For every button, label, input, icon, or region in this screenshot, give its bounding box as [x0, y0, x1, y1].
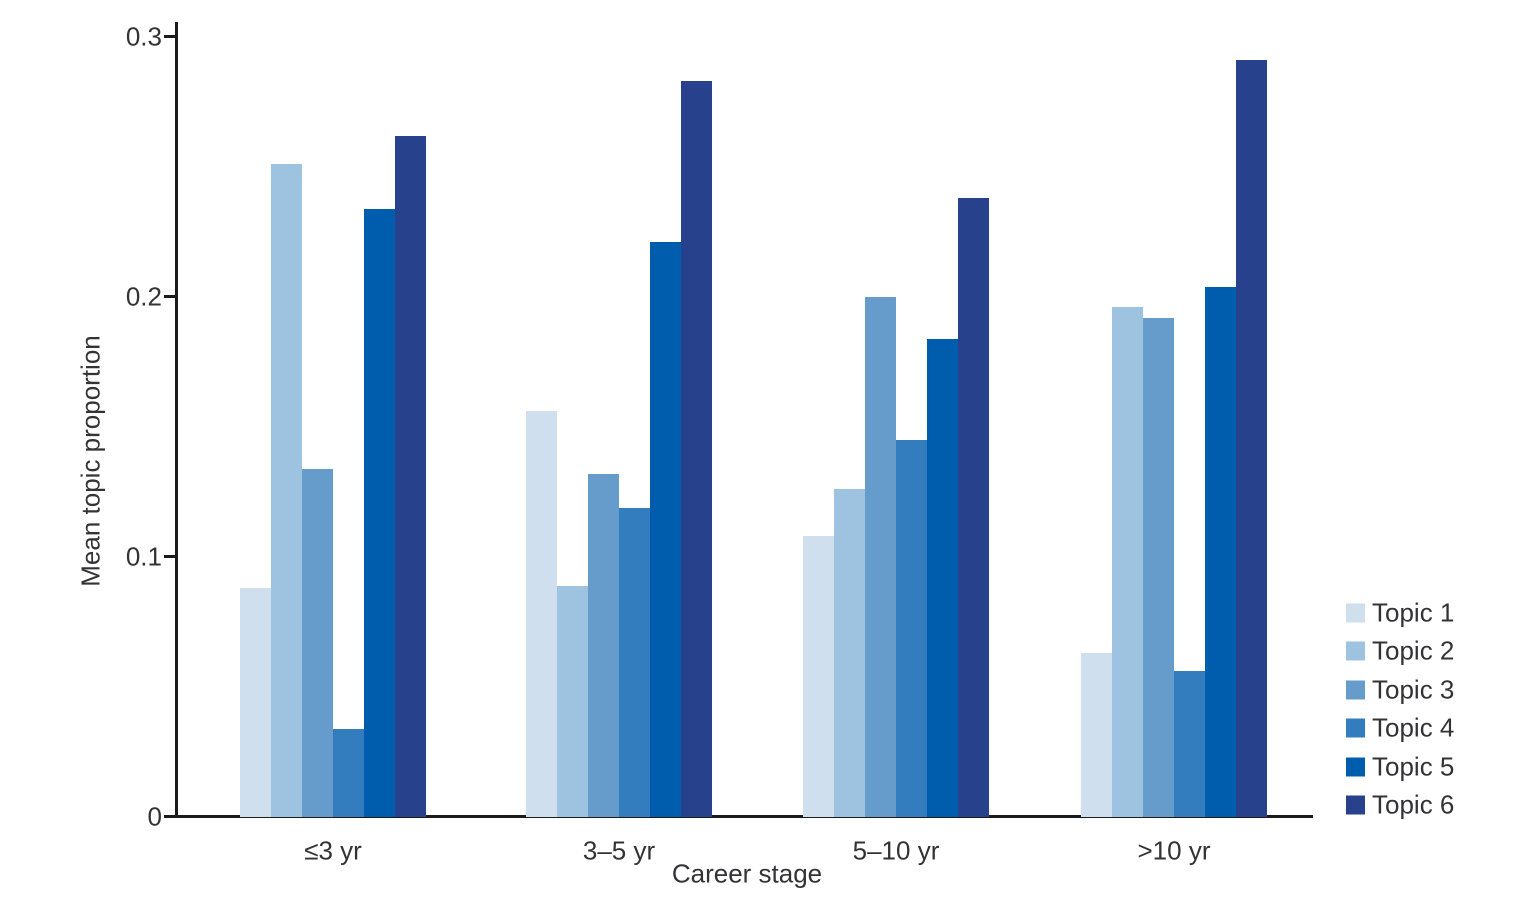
x-category-label-3-yr: ≤3 yr	[304, 835, 362, 866]
bar-topic-1-10-yr	[1081, 653, 1112, 817]
bar-topic-2-10-yr	[1112, 307, 1143, 817]
bar-topic-6-5-10-yr	[958, 198, 989, 817]
legend-item-topic-6: Topic 6	[1346, 790, 1454, 821]
bar-topic-4-3-5-yr	[619, 507, 650, 817]
legend-swatch-topic-1	[1346, 603, 1365, 623]
y-tick-label-0: 0	[147, 801, 162, 832]
legend-item-topic-5: Topic 5	[1346, 751, 1454, 782]
bar-topic-2-3-5-yr	[557, 585, 588, 817]
legend-item-topic-2: Topic 2	[1346, 636, 1454, 667]
legend-swatch-topic-3	[1346, 680, 1365, 700]
bar-topic-2-3-yr	[271, 164, 302, 817]
y-tick-label-0.3: 0.3	[125, 21, 162, 52]
x-category-label-10-yr: >10 yr	[1137, 835, 1211, 866]
y-tick-0.1	[164, 555, 175, 558]
legend-label-topic-2: Topic 2	[1372, 635, 1455, 666]
bar-topic-5-5-10-yr	[927, 338, 958, 817]
bar-topic-6-10-yr	[1236, 60, 1267, 817]
bar-topic-2-5-10-yr	[834, 489, 865, 817]
bar-topic-4-5-10-yr	[896, 440, 927, 817]
bar-topic-1-5-10-yr	[803, 536, 834, 817]
y-tick-label-0.2: 0.2	[125, 281, 162, 312]
legend-swatch-topic-4	[1346, 718, 1365, 738]
bar-topic-3-5-10-yr	[865, 297, 896, 817]
legend-swatch-topic-6	[1346, 795, 1365, 815]
legend-label-topic-3: Topic 3	[1372, 674, 1455, 705]
bar-topic-3-3-yr	[302, 468, 333, 817]
bar-topic-4-10-yr	[1174, 671, 1205, 817]
legend-label-topic-6: Topic 6	[1372, 789, 1455, 820]
x-axis-line	[165, 815, 1313, 818]
x-category-label-3-5-yr: 3–5 yr	[582, 835, 656, 866]
y-tick-0	[164, 815, 175, 818]
x-axis-title: Career stage	[671, 858, 823, 889]
y-tick-0.2	[164, 295, 175, 298]
legend-item-topic-4: Topic 4	[1346, 713, 1454, 744]
bar-topic-6-3-yr	[395, 135, 426, 817]
legend-item-topic-1: Topic 1	[1346, 598, 1454, 629]
bar-topic-1-3-yr	[240, 588, 271, 817]
y-axis-line	[175, 22, 178, 818]
bar-topic-3-3-5-yr	[588, 473, 619, 817]
bar-topic-3-10-yr	[1143, 317, 1174, 817]
bar-topic-4-3-yr	[333, 728, 364, 817]
legend-swatch-topic-5	[1346, 757, 1365, 777]
bar-topic-5-10-yr	[1205, 286, 1236, 817]
y-tick-0.3	[164, 35, 175, 38]
bar-topic-6-3-5-yr	[681, 81, 712, 817]
bar-topic-5-3-5-yr	[650, 242, 681, 817]
legend-item-topic-3: Topic 3	[1346, 674, 1454, 705]
legend-label-topic-1: Topic 1	[1372, 597, 1455, 628]
legend-label-topic-4: Topic 4	[1372, 712, 1455, 743]
legend-swatch-topic-2	[1346, 641, 1365, 661]
bar-topic-5-3-yr	[364, 208, 395, 817]
bar-topic-1-3-5-yr	[526, 411, 557, 817]
y-tick-label-0.1: 0.1	[125, 541, 162, 572]
legend-label-topic-5: Topic 5	[1372, 751, 1455, 782]
x-category-label-5-10-yr: 5–10 yr	[852, 835, 940, 866]
y-axis-title: Mean topic proportion	[75, 335, 106, 587]
